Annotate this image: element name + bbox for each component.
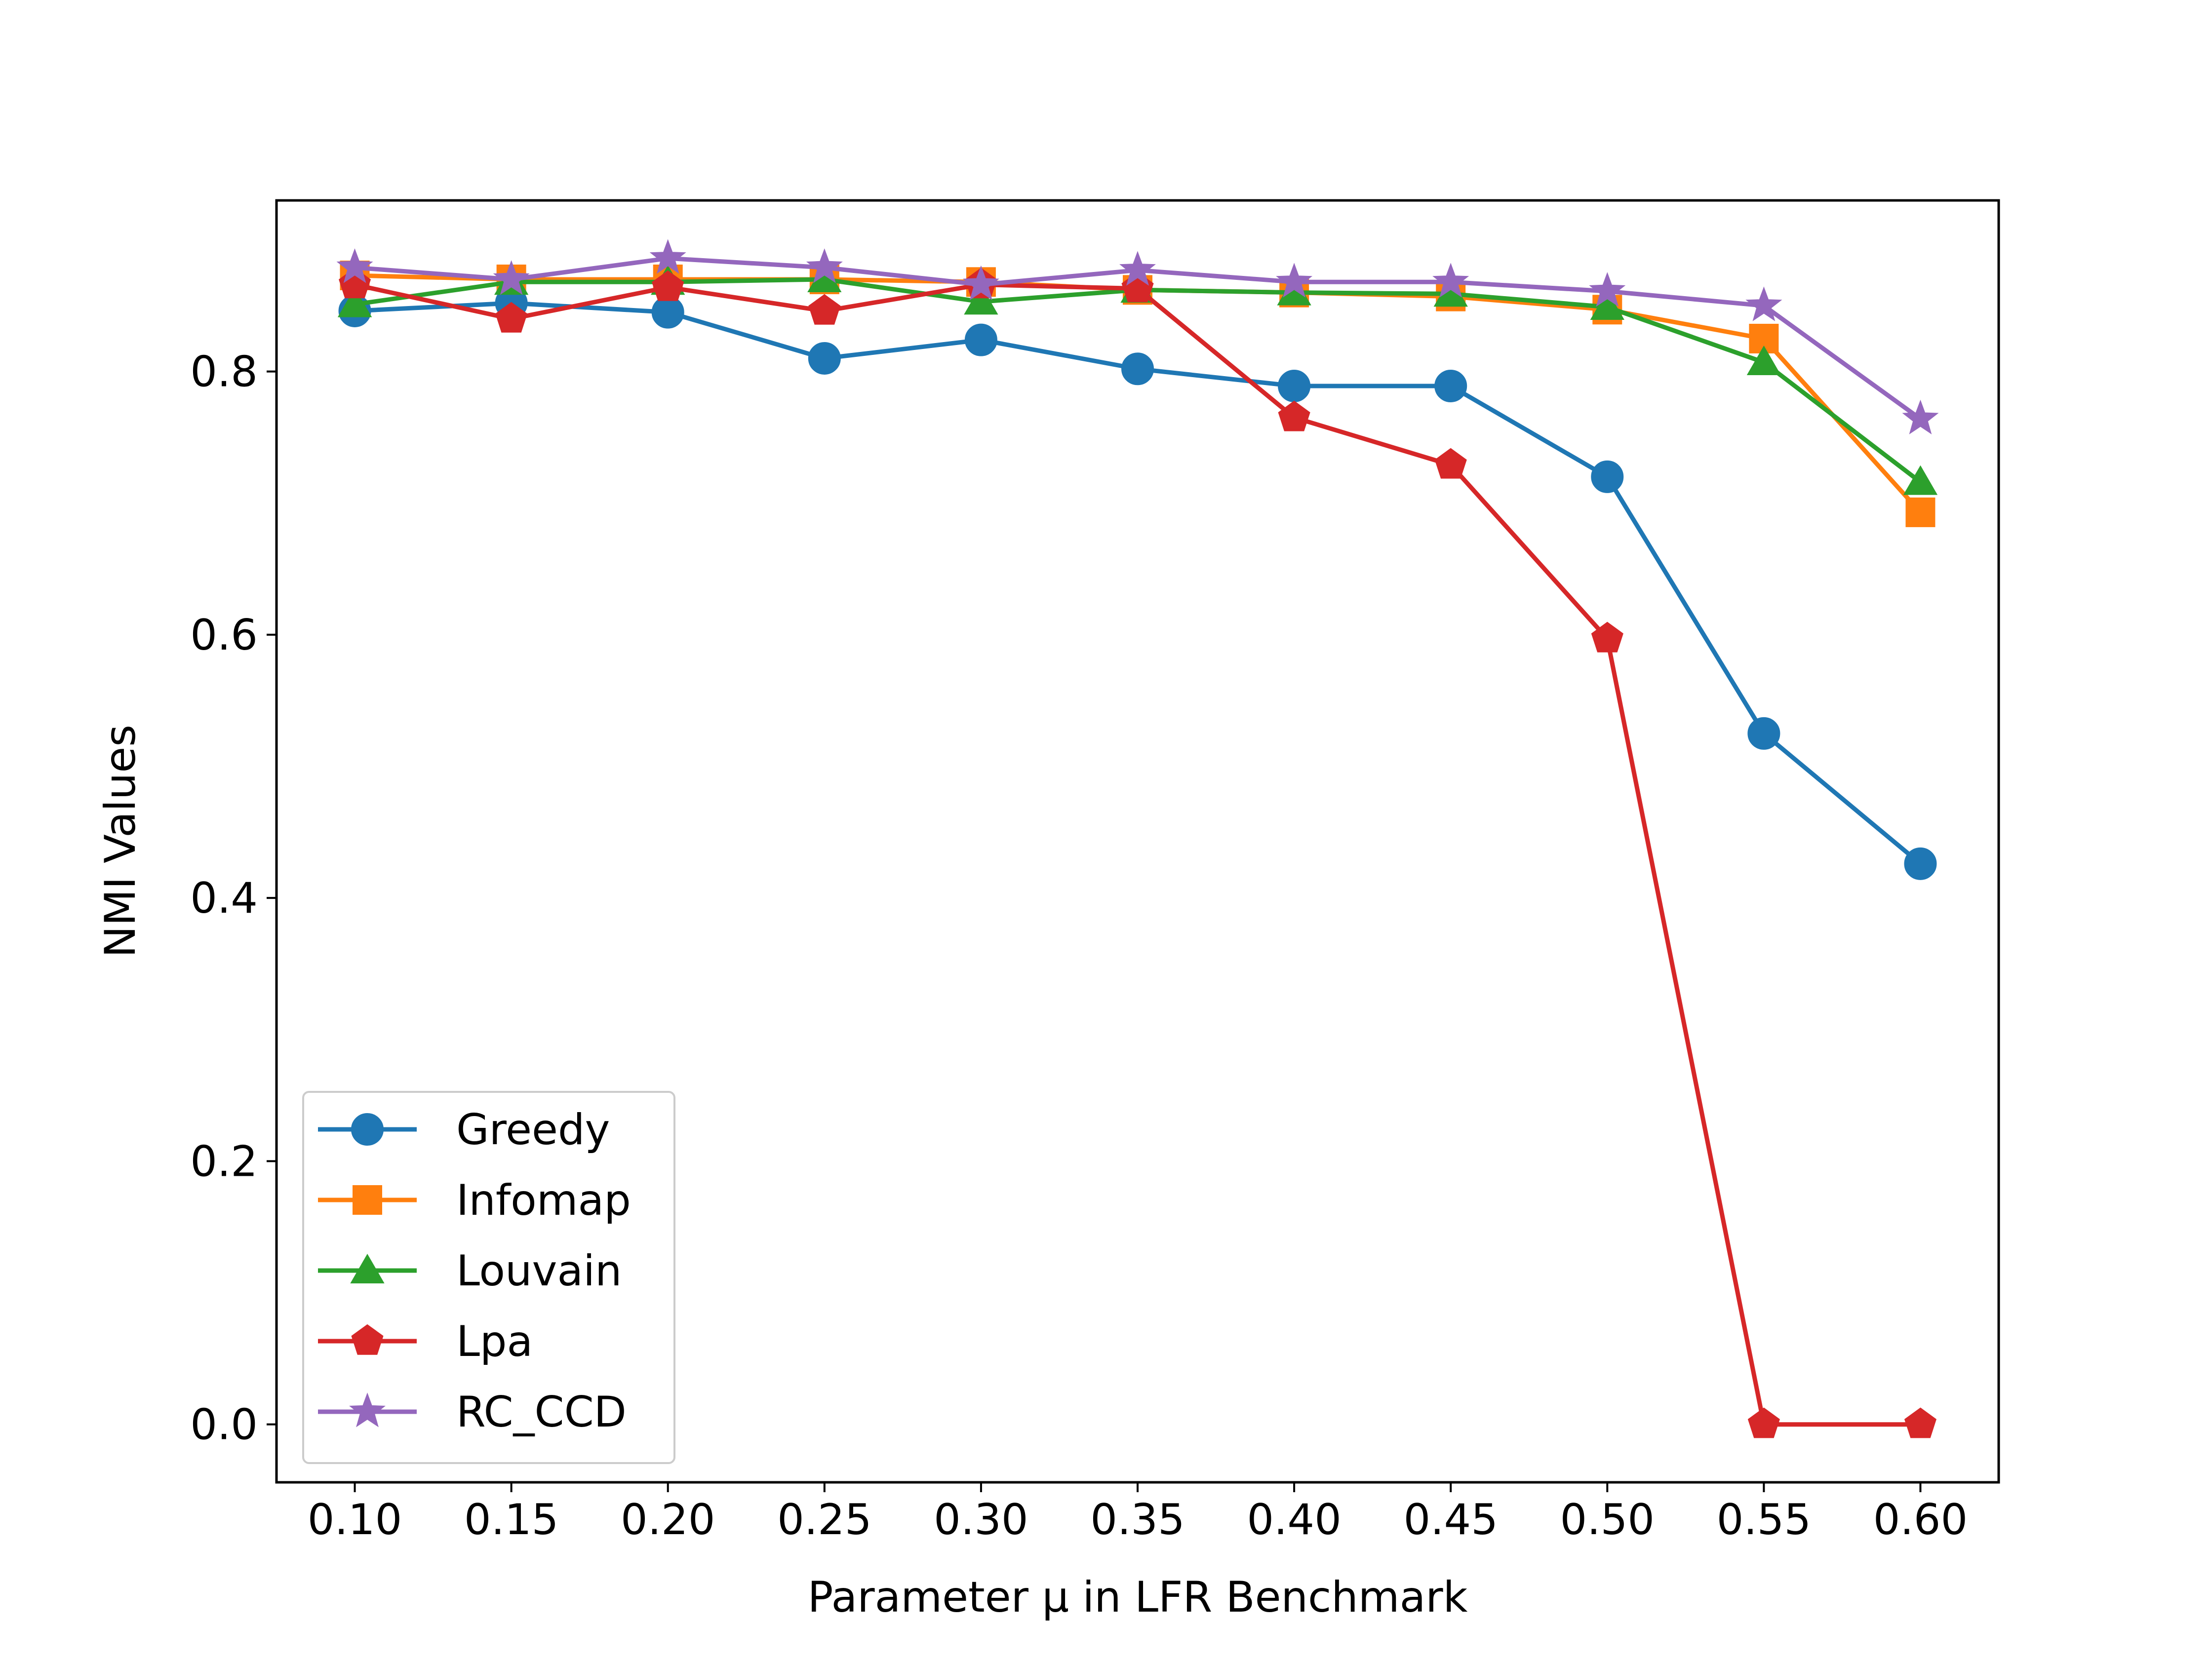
- x-tick-label: 0.20: [621, 1495, 715, 1545]
- data-point: [808, 342, 841, 375]
- legend-marker: [351, 1113, 384, 1146]
- data-point: [1902, 399, 1939, 435]
- data-point: [1746, 345, 1781, 375]
- data-point: [1747, 717, 1780, 750]
- y-axis-label: NMI Values: [96, 725, 145, 958]
- x-tick-label: 0.30: [934, 1495, 1028, 1545]
- data-point: [1432, 263, 1469, 298]
- legend-label: Lpa: [456, 1317, 533, 1366]
- legend-box: [302, 1091, 675, 1464]
- x-tick-label: 0.40: [1247, 1495, 1341, 1545]
- data-point: [336, 248, 373, 283]
- x-axis-label: Parameter μ in LFR Benchmark: [808, 1573, 1468, 1622]
- x-axis: 0.10 0.15 0.20 0.25 0.30 0.35 0.40 0.45 0.50 0.55…: [308, 1482, 1968, 1545]
- data-point: [964, 285, 998, 315]
- legend-marker: [349, 1392, 386, 1428]
- data-point: [808, 294, 841, 325]
- data-point: [1278, 400, 1310, 431]
- y-axis: 0.0 0.2 0.4 0.6 0.8: [190, 348, 276, 1450]
- data-point: [1276, 263, 1313, 298]
- x-tick-label: 0.15: [464, 1495, 558, 1545]
- series-layer: [336, 239, 1939, 1438]
- series-rc-ccd: [336, 239, 1939, 435]
- data-point: [1904, 1407, 1936, 1438]
- legend-label: Infomap: [456, 1176, 631, 1225]
- data-point: [652, 270, 684, 301]
- data-point: [337, 287, 372, 317]
- data-point: [806, 248, 843, 283]
- x-tick-label: 0.50: [1560, 1495, 1655, 1545]
- legend-label: RC_CCD: [456, 1388, 627, 1437]
- data-point: [1591, 460, 1624, 493]
- data-point: [962, 265, 999, 301]
- data-point: [1590, 290, 1624, 320]
- legend: Greedy Infomap Louvain Lpa RC_CCD: [302, 1091, 675, 1464]
- legend-item: Infomap: [318, 1176, 631, 1225]
- x-tick-label: 0.55: [1717, 1495, 1811, 1545]
- y-tick-label: 0.6: [190, 611, 258, 660]
- y-tick-label: 0.4: [190, 874, 258, 923]
- x-tick-label: 0.35: [1090, 1495, 1185, 1545]
- legend-item: RC_CCD: [318, 1388, 627, 1437]
- legend-item: Louvain: [318, 1246, 622, 1296]
- data-point: [1589, 272, 1626, 307]
- data-point: [1591, 621, 1623, 653]
- data-point: [1903, 465, 1938, 495]
- data-point: [1905, 497, 1936, 527]
- data-point: [493, 260, 530, 295]
- legend-label: Greedy: [456, 1105, 610, 1155]
- legend-marker: [350, 1253, 385, 1283]
- data-point: [1434, 448, 1467, 479]
- y-tick-label: 0.2: [190, 1137, 258, 1186]
- y-tick-label: 0.0: [190, 1400, 258, 1450]
- x-tick-label: 0.25: [777, 1495, 871, 1545]
- legend-label: Louvain: [456, 1246, 622, 1296]
- data-point: [1747, 1407, 1780, 1438]
- data-point: [1121, 352, 1154, 386]
- data-point: [649, 239, 686, 274]
- legend-marker: [353, 1185, 382, 1215]
- series-greedy: [338, 286, 1937, 880]
- y-tick-label: 0.8: [190, 348, 258, 397]
- legend-item: Greedy: [318, 1105, 610, 1155]
- data-point: [1434, 369, 1467, 402]
- x-tick-label: 0.45: [1403, 1495, 1498, 1545]
- data-point: [964, 323, 997, 356]
- x-tick-label: 0.10: [308, 1495, 402, 1545]
- data-point: [1278, 369, 1311, 402]
- data-point: [1904, 847, 1937, 880]
- data-point: [651, 296, 684, 329]
- legend-marker: [351, 1324, 384, 1355]
- data-point: [1745, 286, 1782, 321]
- data-point: [1119, 251, 1156, 286]
- legend-item: Lpa: [318, 1317, 533, 1366]
- data-point: [495, 302, 528, 333]
- x-tick-label: 0.60: [1873, 1495, 1968, 1545]
